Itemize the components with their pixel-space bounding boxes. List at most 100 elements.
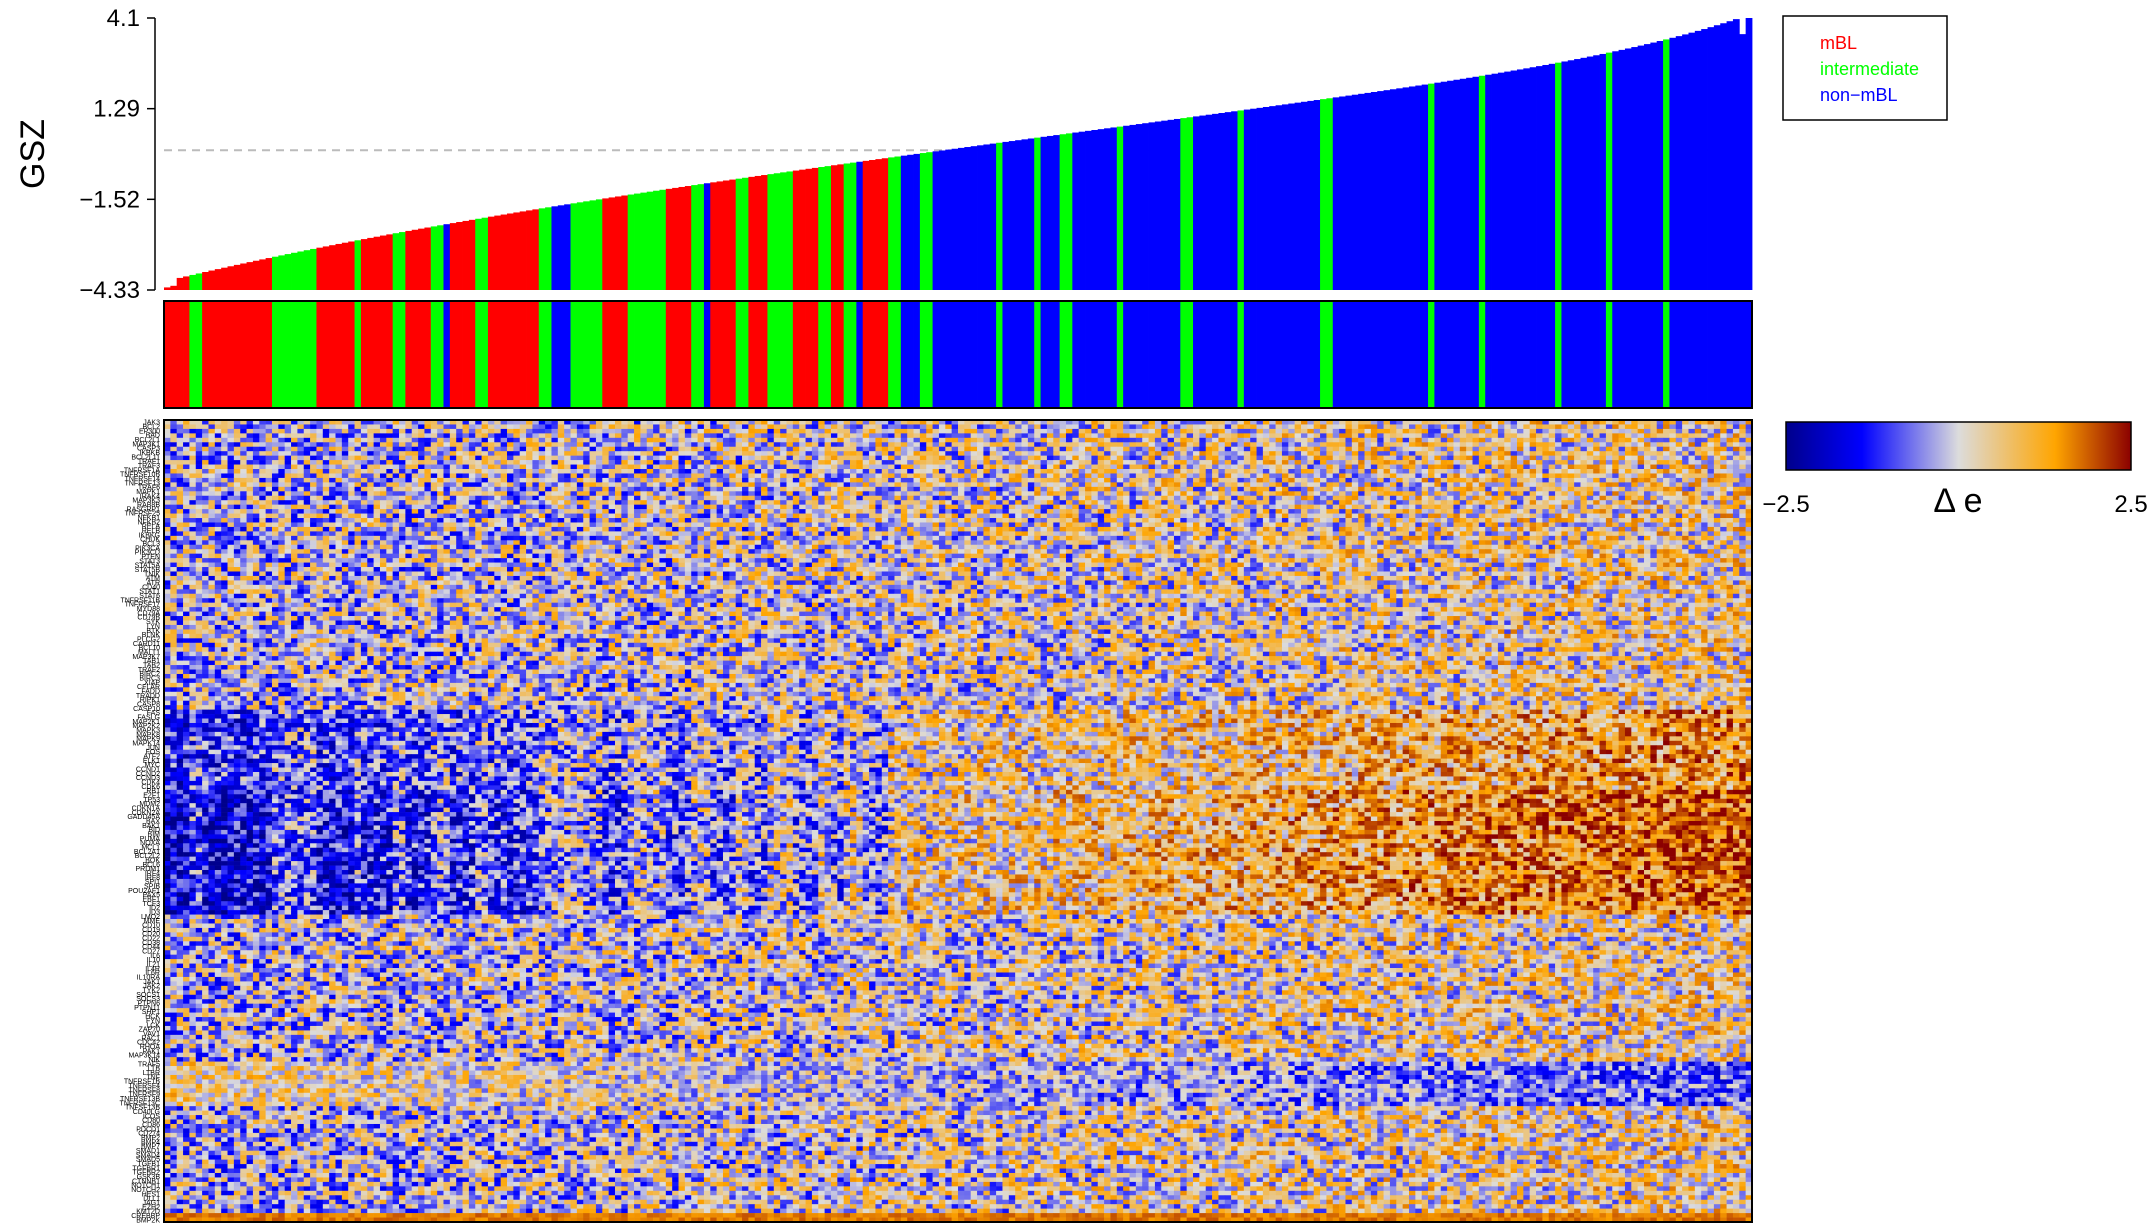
class-strip-cell	[1714, 301, 1721, 408]
gsz-bar	[1631, 47, 1638, 290]
heatmap-cell	[1345, 429, 1352, 434]
heatmap-cell	[215, 438, 222, 443]
class-strip-cell	[990, 301, 997, 408]
heatmap-cell	[520, 438, 527, 443]
heatmap-cell	[888, 442, 895, 447]
heatmap-cell	[1066, 442, 1073, 447]
heatmap-cell	[837, 438, 844, 443]
heatmap-cell	[1345, 424, 1352, 429]
heatmap-cell	[831, 424, 838, 429]
gsz-bar	[971, 146, 978, 290]
heatmap-cell	[653, 424, 660, 429]
class-strip-cell	[304, 301, 311, 408]
heatmap-cell	[1403, 438, 1410, 443]
heatmap-cell	[615, 429, 622, 434]
heatmap-cell	[221, 433, 228, 438]
heatmap-cell	[1110, 442, 1117, 447]
heatmap-cell	[310, 429, 317, 434]
heatmap-cell	[1345, 433, 1352, 438]
gsz-bar	[1403, 87, 1410, 290]
heatmap-cell	[1441, 438, 1448, 443]
heatmap-cell	[1015, 424, 1022, 429]
gsz-bar	[1307, 101, 1314, 290]
heatmap-cell	[736, 429, 743, 434]
heatmap-cell	[1339, 442, 1346, 447]
gsz-bar	[1110, 127, 1117, 290]
heatmap-cell	[475, 438, 482, 443]
heatmap-cell	[1695, 442, 1702, 447]
heatmap-cell	[1561, 429, 1568, 434]
legend-entry-non-mbl: non−mBL	[1820, 85, 1898, 105]
class-strip-cell	[1504, 301, 1511, 408]
class-strip-cell	[1123, 301, 1130, 408]
gsz-bar	[424, 228, 431, 290]
heatmap-cell	[1079, 433, 1086, 438]
heatmap-cell	[1447, 433, 1454, 438]
heatmap-cell	[183, 433, 190, 438]
heatmap-cell	[1022, 442, 1029, 447]
gsz-bar	[1199, 116, 1206, 290]
heatmap-cell	[1225, 424, 1232, 429]
heatmap-cell	[914, 433, 921, 438]
heatmap-cell	[729, 429, 736, 434]
heatmap-cell	[1682, 433, 1689, 438]
heatmap-cell	[907, 433, 914, 438]
heatmap-cell	[926, 438, 933, 443]
gsz-bar	[1568, 60, 1575, 290]
heatmap-cell	[1682, 438, 1689, 443]
heatmap-cell	[926, 429, 933, 434]
class-strip-cell	[336, 301, 343, 408]
heatmap-cell	[1422, 438, 1429, 443]
heatmap-cell	[1676, 433, 1683, 438]
heatmap-cell	[1320, 424, 1327, 429]
heatmap-cell	[958, 438, 965, 443]
heatmap-cell	[1237, 433, 1244, 438]
heatmap-cell	[1485, 424, 1492, 429]
heatmap-cell	[1612, 438, 1619, 443]
gsz-bar	[1269, 106, 1276, 290]
heatmap-cell	[1066, 438, 1073, 443]
heatmap-cell	[374, 424, 381, 429]
heatmap-cell	[793, 438, 800, 443]
heatmap-cell	[1466, 433, 1473, 438]
heatmap-cell	[704, 433, 711, 438]
gsz-bar	[1492, 74, 1499, 290]
heatmap-cell	[1009, 424, 1016, 429]
class-strip-cell	[1072, 301, 1079, 408]
gsz-bar	[380, 236, 387, 290]
gsz-bar	[1682, 34, 1689, 290]
heatmap-cell	[1612, 442, 1619, 447]
heatmap-cell	[196, 447, 203, 452]
gsz-bar	[316, 248, 323, 290]
heatmap-cell	[1352, 438, 1359, 443]
heatmap-cell	[1568, 438, 1575, 443]
class-strip-cell	[234, 301, 241, 408]
class-strip-cell	[742, 301, 749, 408]
class-strip-cell	[1377, 301, 1384, 408]
heatmap-cell	[1663, 429, 1670, 434]
heatmap-cell	[1326, 429, 1333, 434]
heatmap-cell	[564, 433, 571, 438]
heatmap-cell	[691, 433, 698, 438]
heatmap-cell	[1288, 438, 1295, 443]
heatmap-cell	[424, 424, 431, 429]
heatmap-cell	[539, 433, 546, 438]
heatmap-cell	[1422, 433, 1429, 438]
gsz-bar	[1593, 55, 1600, 290]
heatmap-cell	[1352, 429, 1359, 434]
heatmap-cell	[691, 442, 698, 447]
heatmap-cell	[1485, 438, 1492, 443]
heatmap-cell	[1403, 424, 1410, 429]
heatmap-cell	[666, 438, 673, 443]
heatmap-cell	[494, 442, 501, 447]
heatmap-cell	[634, 433, 641, 438]
heatmap-cell	[183, 429, 190, 434]
heatmap-cell	[590, 433, 597, 438]
class-strip-cell	[882, 301, 889, 408]
class-strip-cell	[1161, 301, 1168, 408]
class-strip-cell	[1466, 301, 1473, 408]
class-strip-cell	[1155, 301, 1162, 408]
heatmap-cell	[723, 433, 730, 438]
heatmap-cell	[1358, 429, 1365, 434]
heatmap-cell	[1714, 438, 1721, 443]
